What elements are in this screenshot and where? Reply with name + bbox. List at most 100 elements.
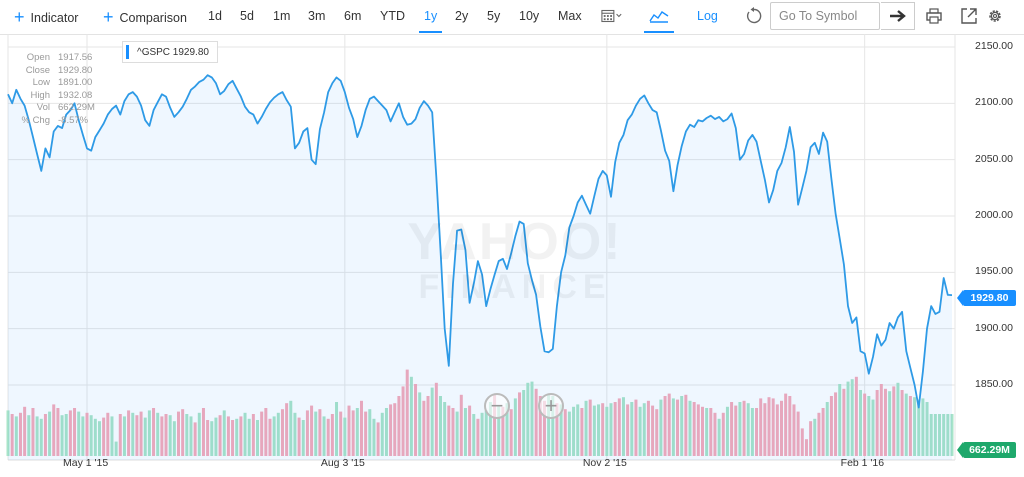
- volume-bar: [626, 404, 630, 456]
- info-value: 662.29M: [58, 102, 95, 113]
- volume-bar: [118, 414, 122, 456]
- volume-bar: [734, 405, 738, 456]
- volume-bar: [376, 422, 380, 456]
- go-button[interactable]: [881, 2, 915, 30]
- volume-bar: [559, 404, 563, 456]
- volume-bar: [147, 410, 151, 456]
- indicator-button[interactable]: + Indicator: [14, 7, 79, 27]
- volume-bar: [434, 382, 438, 456]
- zoom-in-button[interactable]: +: [538, 393, 564, 419]
- volume-bar: [39, 418, 43, 456]
- volume-bar: [310, 405, 314, 456]
- volume-bar: [339, 411, 343, 456]
- y-tick-label: 1950.00: [975, 265, 1013, 278]
- volume-bar: [222, 410, 226, 456]
- comparison-button[interactable]: + Comparison: [103, 7, 187, 27]
- volume-bar: [497, 405, 501, 456]
- range-button-ytd[interactable]: YTD: [380, 9, 405, 23]
- print-button[interactable]: [923, 5, 945, 27]
- range-button-1d[interactable]: 1d: [208, 9, 222, 23]
- info-key: Vol: [36, 102, 50, 113]
- range-button-10y[interactable]: 10y: [519, 9, 540, 23]
- share-button[interactable]: [958, 5, 980, 27]
- volume-bar: [239, 416, 243, 456]
- volume-bar: [218, 415, 222, 456]
- volume-bar: [950, 414, 954, 456]
- range-button-1m[interactable]: 1m: [273, 9, 291, 23]
- volume-bar: [364, 411, 368, 456]
- current-price-tag: 1929.80: [957, 290, 1016, 306]
- chart-type-button[interactable]: [644, 0, 674, 33]
- volume-bar: [896, 382, 900, 456]
- volume-bar: [630, 402, 634, 456]
- chart-toolbar: + Indicator + Comparison 1d 5d 1m 3m 6m YTD 1y 2y…: [0, 0, 1024, 35]
- range-button-3m[interactable]: 3m: [308, 9, 326, 23]
- series-legend[interactable]: ^GSPC 1929.80: [122, 41, 218, 63]
- y-tick-label: 2100.00: [975, 96, 1013, 109]
- range-button-2y[interactable]: 2y: [455, 9, 469, 23]
- volume-bar: [476, 418, 480, 456]
- volume-bar: [177, 411, 180, 456]
- volume-bar: [929, 414, 933, 456]
- go-to-symbol-input[interactable]: [770, 2, 880, 30]
- volume-bar: [617, 398, 621, 456]
- volume-bar: [322, 416, 326, 456]
- range-button-5y[interactable]: 5y: [487, 9, 501, 23]
- volume-bar: [642, 403, 646, 456]
- volume-bar: [542, 400, 546, 456]
- volume-bar: [563, 409, 567, 456]
- volume-bar: [730, 402, 734, 456]
- range-button-5d[interactable]: 5d: [240, 9, 254, 23]
- volume-bar: [206, 420, 210, 456]
- info-value: 1929.80: [58, 64, 93, 76]
- volume-bar: [97, 421, 101, 456]
- series-color-swatch: [126, 45, 129, 59]
- volume-bar: [77, 411, 81, 456]
- volume-bar: [696, 404, 700, 456]
- volume-bar: [621, 397, 625, 456]
- volume-bar: [10, 414, 14, 456]
- chart-grid: [7, 34, 956, 465]
- minus-icon: −: [490, 393, 504, 418]
- volume-bar: [676, 399, 680, 456]
- y-tick-label: 2000.00: [975, 209, 1013, 221]
- log-scale-toggle[interactable]: Log: [697, 9, 718, 23]
- volume-bar: [372, 418, 376, 456]
- reset-button[interactable]: [743, 5, 765, 27]
- volume-bar: [493, 394, 497, 456]
- range-button-6m[interactable]: 6m: [344, 9, 362, 23]
- volume-bar: [160, 416, 164, 456]
- volume-bar: [755, 408, 759, 456]
- info-key: Close: [25, 64, 50, 76]
- range-button-max[interactable]: Max: [558, 9, 582, 23]
- date-range-calendar-button[interactable]: [601, 5, 623, 27]
- volume-bar: [451, 408, 455, 456]
- volume-bar: [588, 399, 592, 456]
- volume-bar: [293, 412, 297, 456]
- settings-button[interactable]: [984, 5, 1006, 27]
- volume-bar: [85, 412, 89, 456]
- volume-bar: [210, 421, 214, 456]
- price-line: [7, 74, 953, 409]
- volume-bar: [226, 416, 230, 456]
- volume-bar: [854, 376, 858, 456]
- volume-bar: [638, 406, 642, 456]
- range-button-1y[interactable]: 1y: [419, 0, 443, 33]
- price-chart[interactable]: [0, 34, 1024, 477]
- volume-bar: [305, 410, 309, 456]
- volume-bar: [468, 405, 472, 456]
- volume-bar: [705, 408, 709, 456]
- volume-bar: [742, 400, 746, 456]
- volume-bar: [6, 410, 10, 456]
- zoom-out-button[interactable]: −: [484, 393, 510, 419]
- volume-bar: [651, 405, 655, 456]
- volume-bar: [671, 398, 675, 456]
- volume-bar: [788, 396, 792, 456]
- volume-bar: [597, 404, 601, 456]
- volume-bar: [913, 397, 917, 456]
- volume-bar: [447, 405, 451, 456]
- volume-bar: [771, 398, 775, 456]
- volume-bar: [759, 398, 763, 456]
- volume-bar: [18, 412, 22, 456]
- volume-bar: [804, 439, 808, 456]
